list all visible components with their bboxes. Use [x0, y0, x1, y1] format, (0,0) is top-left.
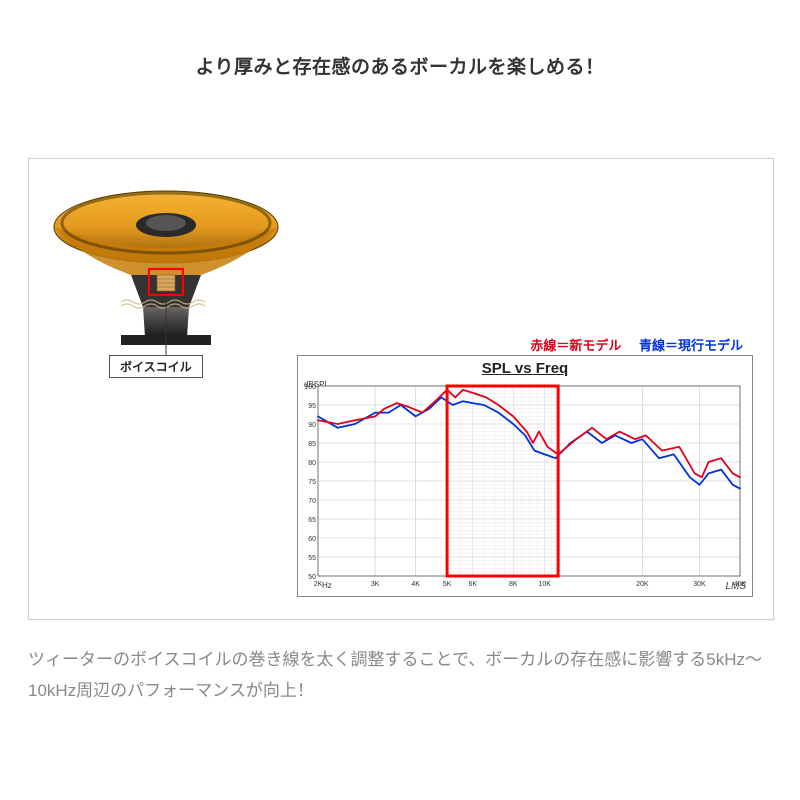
- svg-text:55: 55: [308, 555, 316, 562]
- svg-text:3K: 3K: [371, 581, 380, 588]
- svg-text:6K: 6K: [468, 581, 477, 588]
- svg-text:20K: 20K: [636, 581, 649, 588]
- spl-chart: SPL vs Freq dBSPL Hz 5055606570758085909…: [297, 355, 753, 597]
- svg-text:5K: 5K: [443, 581, 452, 588]
- svg-text:65: 65: [308, 517, 316, 524]
- legend-red: 赤線＝新モデル: [530, 338, 621, 353]
- svg-text:2K: 2K: [314, 581, 323, 588]
- svg-text:10K: 10K: [538, 581, 551, 588]
- content-panel: ボイスコイル 赤線＝新モデル 青線＝現行モデル SPL vs Freq dBSP…: [28, 158, 774, 620]
- page: より厚みと存在感のあるボーカルを楽しめる！: [0, 0, 800, 800]
- svg-text:60: 60: [308, 536, 316, 543]
- svg-text:4K: 4K: [411, 581, 420, 588]
- svg-text:100: 100: [304, 384, 316, 391]
- svg-text:30K: 30K: [693, 581, 706, 588]
- x-axis-unit: Hz: [322, 581, 332, 590]
- speaker-illustration: ボイスコイル: [51, 187, 281, 387]
- svg-text:90: 90: [308, 422, 316, 429]
- page-title: より厚みと存在感のあるボーカルを楽しめる！: [0, 52, 800, 79]
- legend-blue: 青線＝現行モデル: [639, 338, 743, 353]
- chart-watermark: LMS: [725, 581, 746, 592]
- svg-text:75: 75: [308, 479, 316, 486]
- chart-legend: 赤線＝新モデル 青線＝現行モデル: [530, 335, 743, 354]
- svg-text:50: 50: [308, 574, 316, 581]
- svg-text:70: 70: [308, 498, 316, 505]
- svg-text:85: 85: [308, 441, 316, 448]
- svg-text:80: 80: [308, 460, 316, 467]
- plot-area: 505560657075808590951002K3K4K5K6K8K10K20…: [318, 386, 740, 576]
- speaker-cutaway-svg: [51, 187, 281, 357]
- plot-svg: 505560657075808590951002K3K4K5K6K8K10K20…: [318, 386, 740, 576]
- chart-title: SPL vs Freq: [298, 360, 752, 377]
- svg-text:95: 95: [308, 403, 316, 410]
- footer-description: ツィーターのボイスコイルの巻き線を太く調整することで、ボーカルの存在感に影響する…: [28, 644, 772, 707]
- svg-text:8K: 8K: [509, 581, 518, 588]
- voice-coil-label: ボイスコイル: [109, 355, 203, 378]
